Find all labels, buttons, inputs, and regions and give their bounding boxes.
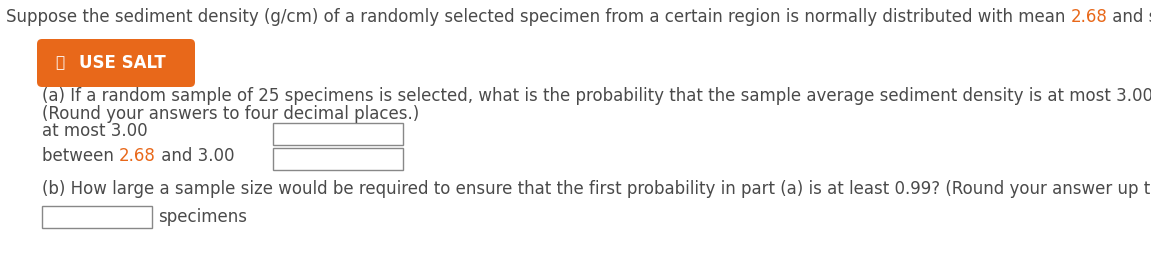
Text: between: between <box>41 147 119 165</box>
Text: Suppose the sediment density (g/cm) of a randomly selected specimen from a certa: Suppose the sediment density (g/cm) of a… <box>6 8 1070 26</box>
Bar <box>273 123 403 145</box>
Text: and 3.00: and 3.00 <box>157 147 235 165</box>
Text: (a) If a random sample of 25 specimens is selected, what is the probability that: (a) If a random sample of 25 specimens i… <box>41 87 1151 105</box>
Text: (b) How large a sample size would be required to ensure that the first probabili: (b) How large a sample size would be req… <box>41 180 1151 198</box>
Text: USE SALT: USE SALT <box>78 54 166 72</box>
Bar <box>273 148 403 170</box>
Bar <box>41 206 152 228</box>
Text: specimens: specimens <box>158 208 247 226</box>
Text: 2.68: 2.68 <box>119 147 157 165</box>
Text: at most 3.00: at most 3.00 <box>41 122 147 140</box>
Text: and standard deviation: and standard deviation <box>1107 8 1151 26</box>
Text: (Round your answers to four decimal places.): (Round your answers to four decimal plac… <box>41 105 419 123</box>
Text: 📈: 📈 <box>55 56 64 70</box>
FancyBboxPatch shape <box>37 39 195 87</box>
Text: 2.68: 2.68 <box>1070 8 1107 26</box>
